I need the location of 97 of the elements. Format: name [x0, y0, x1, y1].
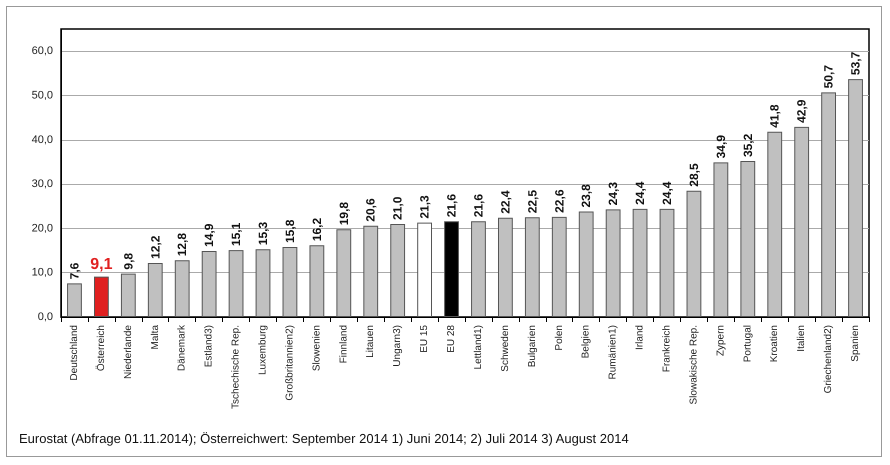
x-tick-label: Lettland1) — [472, 325, 484, 370]
data-label: 50,7 — [822, 64, 836, 88]
bar — [498, 218, 513, 317]
data-label: 35,2 — [740, 133, 755, 158]
x-tick-label: Belgien — [580, 325, 592, 358]
bar — [309, 245, 324, 317]
data-label: 22,4 — [498, 190, 512, 214]
data-label: 41,8 — [768, 104, 782, 128]
x-tick-label: Estland3) — [204, 325, 215, 368]
data-label: 15,1 — [229, 222, 244, 246]
y-tick-label: 10,0 — [32, 266, 53, 279]
data-label: 21,6 — [471, 194, 486, 218]
bar — [767, 132, 782, 317]
bar — [740, 161, 756, 317]
data-label: 34,9 — [714, 134, 728, 158]
x-tick-label: Schweden — [500, 325, 511, 372]
data-label: 20,6 — [364, 198, 378, 222]
bar — [632, 208, 648, 317]
data-label: 24,4 — [633, 181, 648, 205]
bar — [821, 92, 836, 317]
x-tick-label: Irland — [634, 325, 646, 350]
text: Eurostat (Abfrage 01.11.2014); Österreichwert: September 2014 1) Juni 2014; 2) Juli 2014 3) August 2014 — [19, 431, 629, 446]
x-tick-label: Italien — [796, 325, 808, 352]
x-tick-label: Luxemburg — [258, 325, 268, 376]
bar — [282, 246, 298, 317]
x-tick-label: Großbritannien2) — [284, 325, 296, 401]
data-label: 9,1 — [90, 256, 113, 274]
data-label: 19,8 — [336, 202, 351, 226]
data-label: 12,8 — [175, 232, 190, 256]
bar — [578, 212, 594, 317]
y-tick-label: 20,0 — [32, 222, 53, 234]
data-label: 21,0 — [390, 196, 405, 220]
x-tick-label: Litauen — [365, 325, 376, 358]
data-label: 15,8 — [282, 219, 297, 243]
bar — [202, 250, 217, 317]
data-label: 23,8 — [579, 184, 594, 208]
data-label: 9,8 — [121, 252, 136, 270]
bar — [363, 226, 378, 317]
y-tick-label: 0,0 — [38, 311, 53, 323]
x-tick-label: Frankreich — [662, 325, 672, 372]
x-tick-label: Finnland — [338, 325, 350, 364]
x-tick-label: Dänemark — [176, 324, 188, 372]
bar — [606, 209, 621, 317]
x-tick-label: Niederlande — [122, 324, 134, 379]
data-label: 16,2 — [310, 218, 324, 242]
y-tick-label: 40,0 — [32, 134, 53, 146]
data-label: 28,5 — [686, 163, 701, 187]
data-label: 15,3 — [256, 222, 270, 246]
bar — [471, 221, 486, 317]
bar — [390, 224, 406, 317]
x-tick-label: Malta — [150, 324, 161, 350]
x-tick-label: Tschechische Rep. — [230, 325, 242, 409]
bar — [713, 162, 728, 317]
x-tick-label: EU 15 — [419, 324, 430, 353]
data-label: 7,6 — [67, 262, 82, 280]
data-label: 24,4 — [660, 181, 674, 205]
x-tick-label: Slowakische Rep. — [688, 325, 700, 404]
x-tick-label: Slowenien — [311, 325, 322, 372]
x-tick-label: Griechenland2) — [823, 325, 834, 394]
x-tick-label: Rumänien1) — [608, 325, 619, 380]
bar — [67, 283, 82, 317]
x-tick-label: Zypern — [715, 325, 726, 356]
data-label: 22,6 — [552, 189, 566, 213]
x-tick-label: Bulgarien — [526, 325, 538, 368]
y-tick-label: 30,0 — [32, 178, 53, 190]
bar — [552, 216, 567, 317]
y-tick-label: 50,0 — [32, 89, 53, 102]
data-label: 22,5 — [525, 190, 540, 214]
x-tick-label: Polen — [554, 325, 565, 351]
data-label: 21,6 — [444, 194, 459, 218]
bar — [94, 276, 109, 317]
bar — [228, 250, 244, 317]
data-label: 12,2 — [148, 235, 162, 259]
x-tick-label: Österreich — [94, 325, 107, 372]
x-tick-label: Spanien — [850, 325, 862, 362]
data-label: 14,9 — [202, 223, 216, 247]
bar — [848, 79, 863, 317]
bar — [794, 126, 810, 317]
bar — [417, 222, 432, 317]
data-label: 24,3 — [606, 182, 620, 206]
y-tick-label: 60,0 — [32, 45, 53, 58]
bar — [660, 208, 674, 317]
bar — [524, 217, 540, 317]
x-tick-label: EU 28 — [446, 324, 458, 353]
bar — [120, 274, 136, 317]
bar — [148, 262, 163, 317]
x-tick-label: Portugal — [742, 325, 754, 362]
bar — [256, 249, 270, 317]
bar — [336, 229, 352, 317]
data-label: 42,9 — [794, 99, 809, 123]
data-label: 21,3 — [418, 194, 432, 219]
bar — [686, 190, 702, 317]
x-tick-label: Deutschland — [68, 325, 80, 381]
x-tick-label: Kroatien — [769, 325, 780, 362]
data-label: 53,7 — [848, 51, 863, 76]
bar — [174, 260, 190, 317]
x-tick-label: Ungarn3) — [392, 325, 404, 367]
